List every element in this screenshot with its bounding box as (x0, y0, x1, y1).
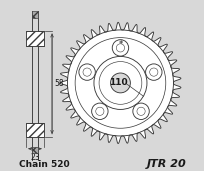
Text: 110: 110 (109, 78, 128, 87)
Text: Chain 520: Chain 520 (19, 160, 69, 169)
Text: *: * (119, 40, 123, 49)
Polygon shape (59, 22, 180, 144)
Circle shape (93, 56, 146, 109)
Circle shape (112, 40, 128, 56)
Text: 23: 23 (30, 153, 40, 162)
Text: JTR 20: JTR 20 (146, 159, 185, 169)
Circle shape (132, 103, 149, 120)
Circle shape (91, 103, 108, 120)
Text: 58: 58 (54, 79, 63, 88)
Bar (32, 147, 38, 153)
Circle shape (79, 64, 95, 80)
Circle shape (145, 64, 161, 80)
Bar (32, 11, 38, 18)
Bar (26, 123, 44, 137)
Bar (26, 31, 44, 46)
Circle shape (110, 73, 130, 93)
